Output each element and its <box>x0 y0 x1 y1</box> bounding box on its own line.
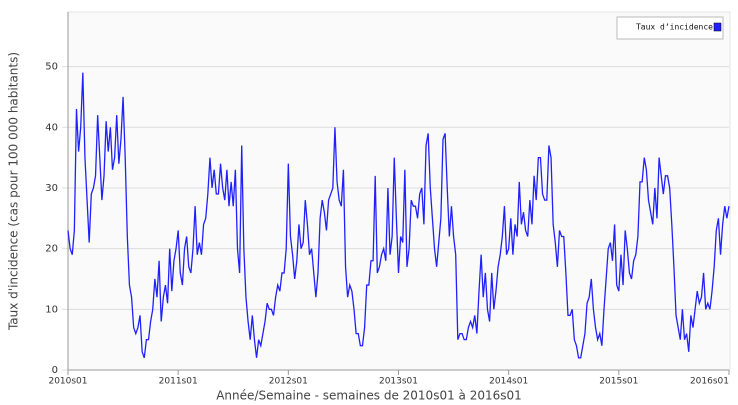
x-tick-label: 2015s01 <box>599 377 638 387</box>
y-tick-label: 30 <box>45 183 58 194</box>
x-tick-label: 2016s01 <box>690 377 729 387</box>
y-tick-label: 0 <box>52 365 58 376</box>
x-tick-label: 2014s01 <box>489 377 528 387</box>
y-tick-label: 20 <box>45 244 58 255</box>
legend-box <box>616 16 724 40</box>
series-line <box>67 72 730 359</box>
y-tick-label: 40 <box>45 122 58 133</box>
plot-area <box>67 11 731 371</box>
y-tick-label: 10 <box>45 304 58 315</box>
x-tick-label: 2013s01 <box>379 377 418 387</box>
y-axis-title: Taux d'incidence (cas pour 100 000 habit… <box>7 52 21 331</box>
x-tick-label: 2010s01 <box>48 377 87 387</box>
legend-swatch <box>713 22 722 32</box>
x-tick-label: 2012s01 <box>269 377 308 387</box>
legend-label: Taux d’incidence <box>636 23 713 32</box>
x-tick-label: 2011s01 <box>159 377 198 387</box>
y-tick-label: 50 <box>45 62 58 73</box>
x-axis-title: Année/Semaine - semaines de 2010s01 à 20… <box>216 389 522 403</box>
